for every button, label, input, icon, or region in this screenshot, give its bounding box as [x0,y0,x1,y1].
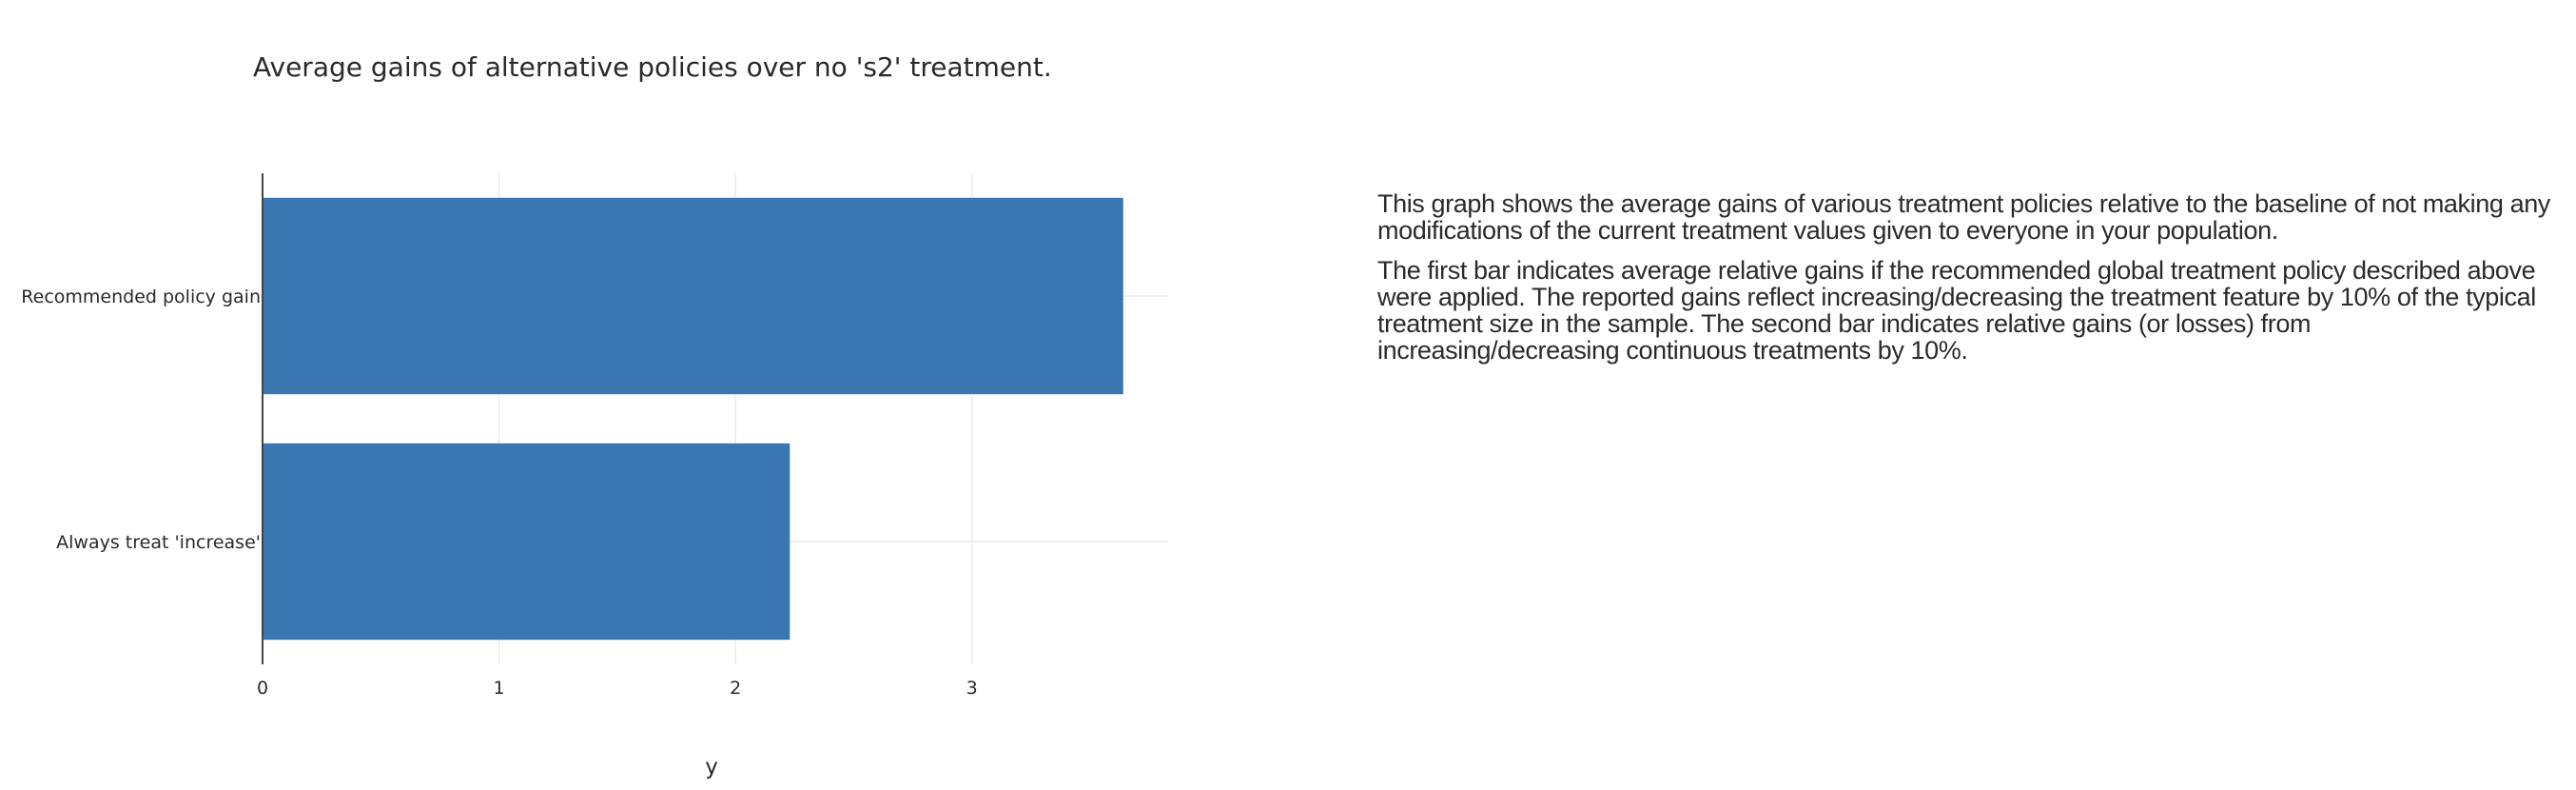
y-tick-label-2: Always treat 'increase' [56,532,261,553]
bar-1 [263,197,1123,395]
x-tick-label-1: 1 [494,678,505,699]
chart-title: Average gains of alternative policies ov… [253,51,1052,83]
bar-chart: Recommended policy gain Always treat 'inc… [21,173,1168,780]
description-paragraph-2: The first bar indicates average relative… [1377,256,2536,365]
x-tick-label-0: 0 [257,678,268,699]
y-tick-label-1: Recommended policy gain [21,286,261,307]
description-paragraph-1: This graph shows the average gains of va… [1377,189,2550,245]
bar-2 [263,443,790,641]
x-tick-label-3: 3 [966,678,978,699]
chart-description: This graph shows the average gains of va… [1377,190,2557,377]
x-tick-label-2: 2 [730,678,741,699]
x-axis-title: y [705,755,718,780]
